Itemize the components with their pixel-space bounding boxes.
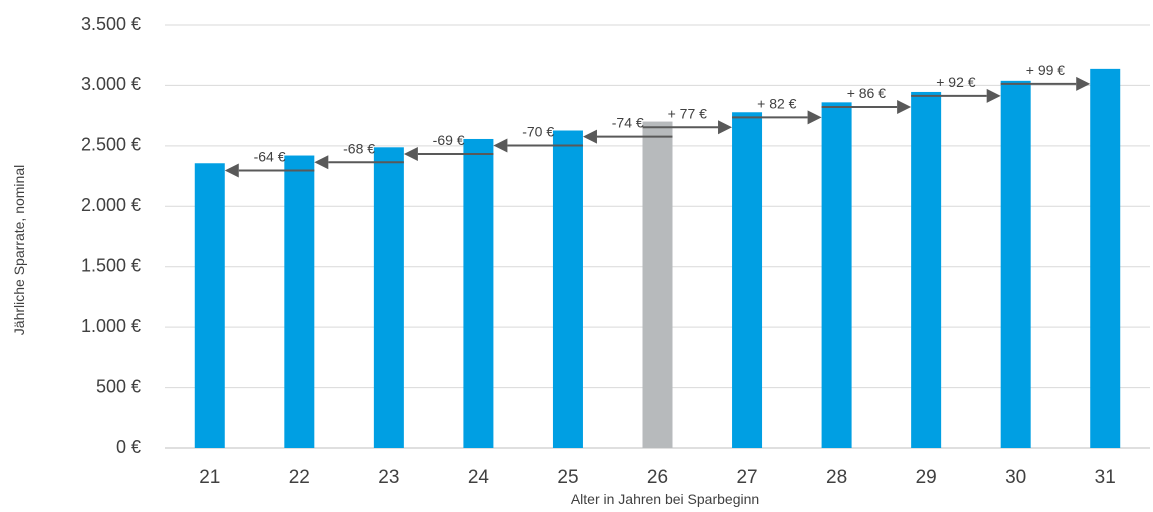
y-tick-label: 3.000 € bbox=[81, 74, 141, 94]
arrow-head bbox=[718, 120, 733, 135]
x-axis-ticks: 21 22 23 24 25 26 27 28 29 30 31 bbox=[199, 467, 1116, 488]
y-axis-label: Jährliche Sparrate, nominal bbox=[11, 165, 27, 335]
difference-arrow: + 99 € bbox=[1000, 62, 1091, 91]
x-axis-label: Alter in Jahren bei Sparbeginn bbox=[571, 491, 759, 507]
bar bbox=[552, 130, 583, 448]
bars bbox=[194, 68, 1121, 449]
bar bbox=[284, 155, 315, 449]
bar bbox=[1000, 80, 1031, 448]
bar bbox=[373, 147, 404, 448]
difference-arrow: -70 € bbox=[493, 124, 583, 153]
difference-arrow: + 77 € bbox=[642, 105, 733, 135]
difference-arrow: -64 € bbox=[224, 149, 315, 178]
difference-label: + 99 € bbox=[1026, 62, 1066, 78]
difference-arrow: + 86 € bbox=[821, 85, 912, 114]
difference-label: -69 € bbox=[433, 132, 465, 148]
arrow-head bbox=[314, 155, 329, 170]
x-tick-label: 28 bbox=[826, 467, 847, 488]
difference-arrow: + 82 € bbox=[732, 95, 822, 125]
difference-arrow: -69 € bbox=[403, 132, 494, 161]
bar bbox=[821, 102, 852, 448]
bar bbox=[732, 112, 763, 449]
arrow-head bbox=[224, 163, 239, 178]
arrow-head bbox=[1076, 76, 1091, 91]
y-axis-ticks: 0 € 500 € 1.000 € 1.500 € 2.000 € 2.500 € 3.00… bbox=[81, 14, 141, 457]
difference-label: -74 € bbox=[612, 115, 644, 131]
difference-label: + 77 € bbox=[668, 105, 708, 121]
difference-arrow: -74 € bbox=[582, 115, 673, 144]
y-tick-label: 2.000 € bbox=[81, 195, 141, 215]
x-tick-label: 26 bbox=[647, 467, 668, 488]
bar bbox=[911, 91, 942, 448]
y-tick-label: 1.000 € bbox=[81, 316, 141, 336]
difference-arrow: + 92 € bbox=[911, 74, 1001, 103]
y-tick-label: 500 € bbox=[96, 376, 141, 396]
y-tick-label: 2.500 € bbox=[81, 135, 141, 155]
difference-label: + 86 € bbox=[847, 85, 887, 101]
x-tick-label: 31 bbox=[1095, 467, 1116, 488]
x-tick-label: 29 bbox=[916, 467, 937, 488]
difference-label: + 92 € bbox=[936, 74, 976, 90]
bar bbox=[194, 163, 225, 449]
arrow-head bbox=[807, 110, 822, 125]
y-tick-label: 1.500 € bbox=[81, 255, 141, 275]
difference-label: -64 € bbox=[254, 149, 286, 165]
bar bbox=[1090, 68, 1121, 448]
arrow-head bbox=[582, 129, 597, 144]
bar bbox=[463, 138, 494, 448]
x-tick-label: 23 bbox=[378, 467, 399, 488]
x-tick-label: 25 bbox=[557, 467, 578, 488]
difference-arrow: -68 € bbox=[314, 140, 404, 170]
x-tick-label: 30 bbox=[1005, 467, 1026, 488]
x-tick-label: 27 bbox=[736, 467, 757, 488]
arrow-head bbox=[986, 88, 1001, 103]
arrow-head bbox=[403, 146, 418, 161]
x-tick-label: 24 bbox=[468, 467, 490, 488]
bar bbox=[642, 121, 673, 449]
difference-arrows: -64 € -68 € -69 € -70 € -74 € + 77 € + 82 € + 8… bbox=[224, 62, 1091, 178]
difference-label: -70 € bbox=[522, 124, 554, 140]
arrow-head bbox=[897, 99, 912, 114]
arrow-head bbox=[493, 138, 508, 153]
difference-label: + 82 € bbox=[757, 95, 797, 111]
y-tick-label: 0 € bbox=[116, 437, 141, 457]
x-tick-label: 22 bbox=[289, 467, 310, 488]
x-tick-label: 21 bbox=[199, 467, 220, 488]
difference-label: -68 € bbox=[343, 140, 375, 156]
y-tick-label: 3.500 € bbox=[81, 14, 141, 34]
